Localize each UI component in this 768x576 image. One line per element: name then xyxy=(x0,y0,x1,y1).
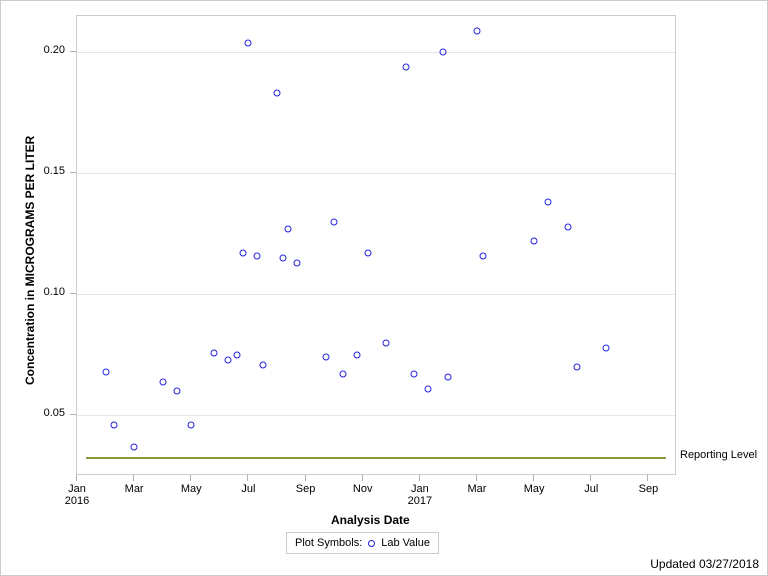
data-point xyxy=(225,356,232,363)
x-tick-label: Jan2016 xyxy=(62,483,92,507)
x-tick xyxy=(419,475,420,481)
data-point xyxy=(602,344,609,351)
data-point xyxy=(479,252,486,259)
y-gridline xyxy=(77,173,675,174)
data-point xyxy=(211,349,218,356)
chart-container: Concentration in MICROGRAMS PER LITER An… xyxy=(0,0,768,576)
legend-item-label: Lab Value xyxy=(381,537,430,549)
data-point xyxy=(425,385,432,392)
data-point xyxy=(574,364,581,371)
data-point xyxy=(382,339,389,346)
x-tick xyxy=(533,475,534,481)
legend-title: Plot Symbols: xyxy=(295,537,362,549)
x-tick xyxy=(362,475,363,481)
y-tick xyxy=(70,51,76,52)
data-point xyxy=(111,422,118,429)
x-tick-label: Sep xyxy=(291,483,321,495)
x-tick xyxy=(476,475,477,481)
x-tick xyxy=(133,475,134,481)
data-point xyxy=(254,252,261,259)
data-point xyxy=(545,199,552,206)
y-tick xyxy=(70,172,76,173)
y-tick-label: 0.20 xyxy=(44,44,65,56)
data-point xyxy=(174,388,181,395)
data-point xyxy=(565,223,572,230)
x-tick xyxy=(647,475,648,481)
data-point xyxy=(439,49,446,56)
x-tick-label: May xyxy=(176,483,206,495)
data-point xyxy=(279,255,286,262)
y-gridline xyxy=(77,52,675,53)
y-tick-label: 0.05 xyxy=(44,407,65,419)
data-point xyxy=(365,250,372,257)
data-point xyxy=(294,259,301,266)
x-tick-label: Mar xyxy=(462,483,492,495)
y-tick xyxy=(70,293,76,294)
x-tick-label: May xyxy=(519,483,549,495)
data-point xyxy=(259,361,266,368)
data-point xyxy=(285,226,292,233)
updated-footer: Updated 03/27/2018 xyxy=(650,557,759,571)
x-tick xyxy=(190,475,191,481)
data-point xyxy=(339,371,346,378)
y-gridline xyxy=(77,415,675,416)
data-point xyxy=(531,238,538,245)
y-tick xyxy=(70,414,76,415)
x-tick-label: Jul xyxy=(233,483,263,495)
reporting-level-label: Reporting Level xyxy=(680,449,757,461)
data-point xyxy=(274,90,281,97)
x-tick xyxy=(590,475,591,481)
plot-area xyxy=(76,15,676,475)
reporting-level-line xyxy=(86,457,666,459)
x-tick xyxy=(305,475,306,481)
data-point xyxy=(188,422,195,429)
data-point xyxy=(234,351,241,358)
x-tick-label: Jul xyxy=(576,483,606,495)
data-point xyxy=(239,250,246,257)
x-axis-title: Analysis Date xyxy=(331,513,410,527)
data-point xyxy=(159,378,166,385)
data-point xyxy=(331,218,338,225)
data-point xyxy=(411,371,418,378)
data-point xyxy=(245,39,252,46)
data-point xyxy=(102,368,109,375)
x-tick-label: Sep xyxy=(633,483,663,495)
x-tick xyxy=(247,475,248,481)
data-point xyxy=(445,373,452,380)
lab-value-marker-icon xyxy=(368,540,375,547)
x-tick-label: Mar xyxy=(119,483,149,495)
y-tick-label: 0.15 xyxy=(44,165,65,177)
x-tick-label: Jan2017 xyxy=(405,483,435,507)
x-tick xyxy=(76,475,77,481)
y-axis-title: Concentration in MICROGRAMS PER LITER xyxy=(23,136,37,385)
y-tick-label: 0.10 xyxy=(44,286,65,298)
data-point xyxy=(322,354,329,361)
data-point xyxy=(131,443,138,450)
data-point xyxy=(354,351,361,358)
data-point xyxy=(402,63,409,70)
legend: Plot Symbols: Lab Value xyxy=(286,532,439,554)
data-point xyxy=(474,27,481,34)
y-gridline xyxy=(77,294,675,295)
x-tick-label: Nov xyxy=(348,483,378,495)
